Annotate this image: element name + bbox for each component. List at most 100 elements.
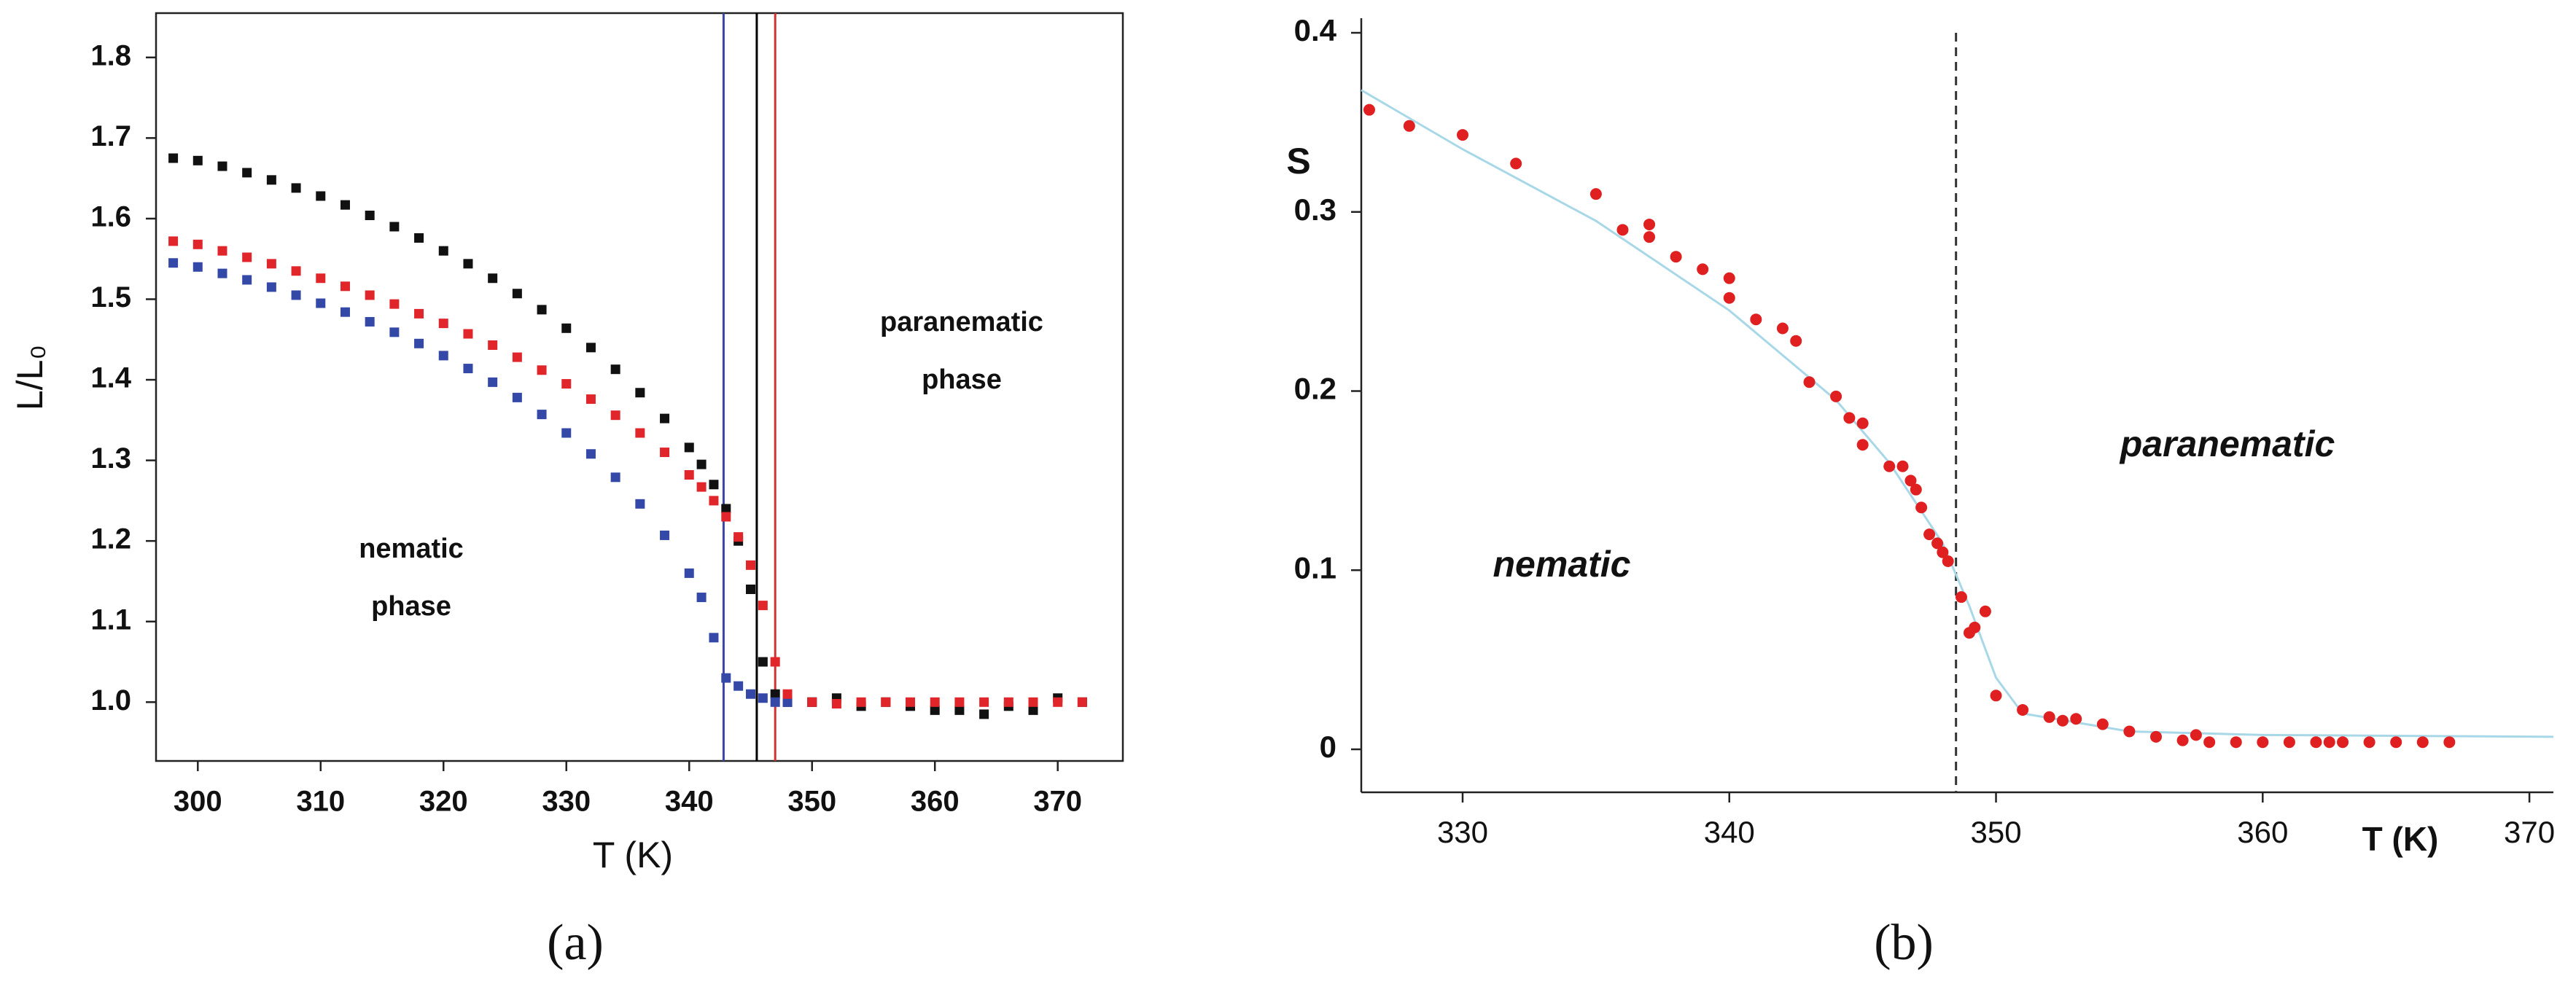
data-point	[266, 259, 276, 269]
data-point	[438, 246, 448, 256]
data-point	[770, 657, 780, 667]
data-point	[1697, 263, 1709, 276]
data-point	[217, 268, 227, 278]
data-point	[2416, 736, 2429, 749]
y-tick-label: 0	[1320, 730, 1336, 764]
data-point	[1077, 697, 1087, 707]
y-tick-label: 1.1	[90, 604, 131, 636]
data-point	[414, 233, 424, 243]
x-tick-label: 310	[296, 786, 345, 818]
x-tick-label: 370	[2504, 815, 2555, 849]
data-point	[2056, 714, 2069, 727]
data-point	[2070, 713, 2082, 725]
data-point	[389, 327, 400, 337]
x-tick-label: 320	[419, 786, 468, 818]
data-point	[2176, 734, 2189, 746]
data-point	[414, 338, 424, 348]
x-tick-label: 340	[665, 786, 714, 818]
x-tick-label: 360	[911, 786, 960, 818]
data-point	[340, 307, 350, 317]
x-tick-label: 360	[2237, 815, 2288, 849]
data-point	[585, 449, 596, 459]
data-point	[1942, 555, 1954, 567]
data-point	[585, 394, 596, 405]
data-point	[758, 693, 768, 703]
data-point	[1915, 501, 1928, 514]
data-point	[709, 633, 719, 643]
data-point	[721, 673, 731, 683]
data-point	[537, 305, 547, 315]
data-point	[463, 329, 473, 339]
x-axis-label: T (K)	[2362, 820, 2439, 858]
data-point	[291, 290, 301, 300]
data-point	[2390, 736, 2402, 749]
data-point	[721, 512, 731, 522]
data-point	[389, 299, 400, 309]
data-point	[389, 222, 400, 232]
data-point	[2257, 736, 2269, 749]
data-point	[1937, 546, 1949, 558]
annotation: phase	[371, 591, 451, 622]
data-point	[734, 681, 744, 691]
y-tick-label: 1.6	[90, 200, 131, 233]
data-point	[561, 428, 572, 438]
data-point	[242, 168, 252, 178]
data-point	[2203, 736, 2216, 749]
data-point	[2230, 736, 2242, 749]
data-point	[1589, 188, 1602, 200]
data-point	[192, 155, 203, 165]
data-point	[660, 413, 670, 423]
data-point	[2337, 736, 2349, 749]
data-point	[979, 697, 989, 707]
data-point	[291, 183, 301, 193]
y-tick-label: 0.1	[1294, 550, 1336, 585]
data-point	[721, 504, 731, 514]
data-point	[954, 705, 965, 715]
data-point	[316, 191, 326, 201]
data-point	[1670, 251, 1682, 263]
y-axis-label: S	[1286, 141, 1310, 181]
data-point	[684, 568, 694, 578]
data-point	[585, 343, 596, 353]
data-point	[696, 459, 707, 469]
x-tick-label: 340	[1704, 815, 1755, 849]
data-point	[365, 290, 375, 300]
data-point	[881, 697, 891, 707]
data-point	[1723, 272, 1735, 284]
data-point	[217, 161, 227, 171]
data-point	[745, 689, 755, 699]
annotation: paranematic	[2119, 423, 2335, 464]
annotation: nematic	[359, 534, 464, 564]
data-point	[316, 273, 326, 284]
data-point	[709, 496, 719, 506]
data-point	[168, 153, 179, 163]
data-point	[709, 480, 719, 490]
data-point	[340, 281, 350, 292]
y-tick-label: 1.8	[90, 39, 131, 71]
data-point	[1403, 120, 1415, 132]
data-point	[438, 351, 448, 361]
data-point	[1883, 460, 1896, 472]
data-point	[2123, 725, 2136, 738]
data-point	[1643, 218, 1656, 230]
data-point	[2323, 736, 2335, 749]
data-point	[463, 259, 473, 269]
data-point	[242, 252, 252, 262]
data-point	[512, 392, 522, 402]
data-point	[1003, 697, 1013, 707]
data-point	[1904, 475, 1917, 487]
data-point	[635, 388, 645, 398]
data-point	[340, 200, 350, 210]
data-point	[906, 697, 916, 707]
data-point	[1979, 605, 1991, 617]
data-point	[2150, 730, 2162, 743]
data-point	[2043, 711, 2055, 723]
y-tick-label: 0.4	[1294, 13, 1337, 47]
x-tick-label: 350	[787, 786, 836, 818]
data-point	[1931, 537, 1944, 550]
data-point	[365, 316, 375, 327]
y-tick-label: 0.3	[1294, 192, 1336, 227]
data-point	[610, 472, 620, 483]
data-point	[2443, 736, 2456, 749]
